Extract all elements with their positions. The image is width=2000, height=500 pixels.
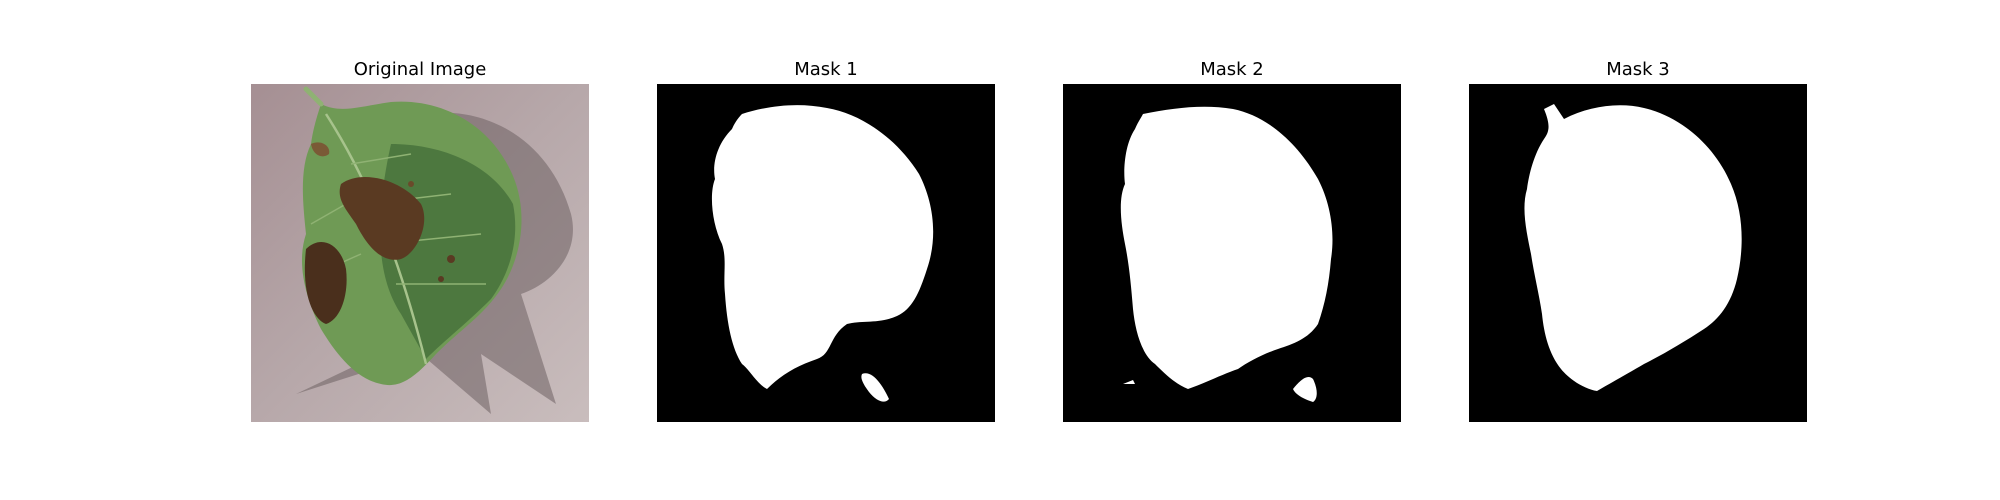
panel-title: Mask 3 [1606, 59, 1670, 80]
panel-title: Mask 2 [1200, 59, 1264, 80]
panel-title: Mask 1 [794, 59, 858, 80]
panel-original-image: Original Image [251, 58, 589, 422]
panel-mask-2: Mask 2 [1063, 58, 1401, 422]
panel-mask-3: Mask 3 [1469, 58, 1807, 422]
mask-image [1469, 84, 1807, 422]
panel-title: Original Image [353, 59, 487, 80]
leaf-photo [251, 84, 589, 422]
mask-image [1063, 84, 1401, 422]
panel-mask-1: Mask 1 [657, 58, 995, 422]
mask-image [657, 84, 995, 422]
